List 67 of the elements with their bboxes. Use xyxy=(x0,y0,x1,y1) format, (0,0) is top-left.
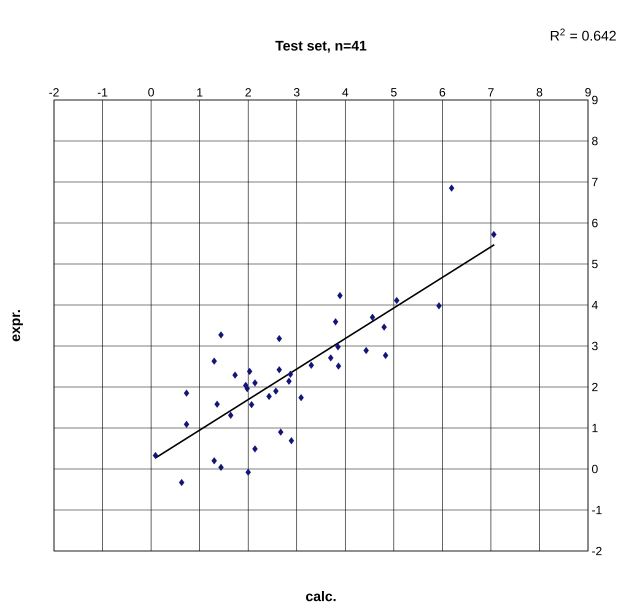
point xyxy=(273,388,279,395)
point xyxy=(448,184,454,192)
point xyxy=(228,412,234,420)
point xyxy=(248,401,254,408)
x-tick-label: 9 xyxy=(585,88,591,97)
y-tick-label: 7 xyxy=(592,178,598,186)
point xyxy=(218,464,224,472)
point xyxy=(184,420,190,428)
x-tick-label: 8 xyxy=(536,88,542,97)
point xyxy=(266,393,272,400)
point xyxy=(288,370,294,378)
x-tick-label: 5 xyxy=(390,88,397,97)
y-tick-label: -1 xyxy=(592,506,602,514)
point xyxy=(288,437,294,445)
point xyxy=(394,297,400,304)
point xyxy=(286,378,292,386)
y-axis-title: expr. xyxy=(12,310,23,342)
point xyxy=(218,332,224,339)
x-tick-label: 1 xyxy=(197,88,202,97)
y-tick-label: 2 xyxy=(592,383,598,392)
x-axis-title: calc. xyxy=(306,591,336,602)
point xyxy=(363,347,369,354)
x-tick-label: 6 xyxy=(440,88,446,97)
point xyxy=(152,452,158,460)
y-tick-label: 1 xyxy=(592,424,598,432)
y-tick-label: 3 xyxy=(592,342,598,350)
point xyxy=(278,428,284,436)
y-tick-label: 6 xyxy=(592,218,598,228)
point xyxy=(328,354,334,362)
point xyxy=(252,446,258,453)
chart-title: Test set, n=41 xyxy=(275,41,366,53)
x-tick-label: -1 xyxy=(98,88,108,97)
x-tick-label: 0 xyxy=(148,88,154,97)
point xyxy=(337,292,343,300)
point xyxy=(308,362,314,370)
point xyxy=(211,457,217,465)
y-tick-label: 5 xyxy=(592,260,598,268)
point xyxy=(214,400,220,408)
point xyxy=(276,335,282,342)
x-tick-label: 3 xyxy=(294,88,300,97)
point xyxy=(245,468,251,476)
point xyxy=(178,479,184,486)
point xyxy=(332,318,338,326)
x-tick-label: 7 xyxy=(488,88,494,97)
point xyxy=(436,302,442,310)
y-tick-label: 0 xyxy=(592,464,598,474)
point xyxy=(381,324,387,331)
point xyxy=(335,343,341,351)
point xyxy=(336,362,342,370)
point xyxy=(211,358,217,365)
point xyxy=(382,352,388,360)
point xyxy=(298,394,304,402)
point xyxy=(244,385,250,392)
x-tick-label: 2 xyxy=(245,88,251,97)
point xyxy=(246,368,252,376)
x-tick-label: 4 xyxy=(342,88,348,97)
y-tick-label: -2 xyxy=(592,547,602,556)
y-tick-label: 8 xyxy=(592,136,598,146)
text: R$^{2}$ = 0.642 xyxy=(550,28,616,41)
point xyxy=(252,380,258,387)
point xyxy=(370,314,376,322)
point xyxy=(232,372,238,379)
point xyxy=(184,390,190,397)
y-tick-label: 4 xyxy=(592,301,598,310)
x-tick-label: -2 xyxy=(49,88,59,97)
y-tick-label: 9 xyxy=(592,96,598,104)
point xyxy=(491,231,497,238)
